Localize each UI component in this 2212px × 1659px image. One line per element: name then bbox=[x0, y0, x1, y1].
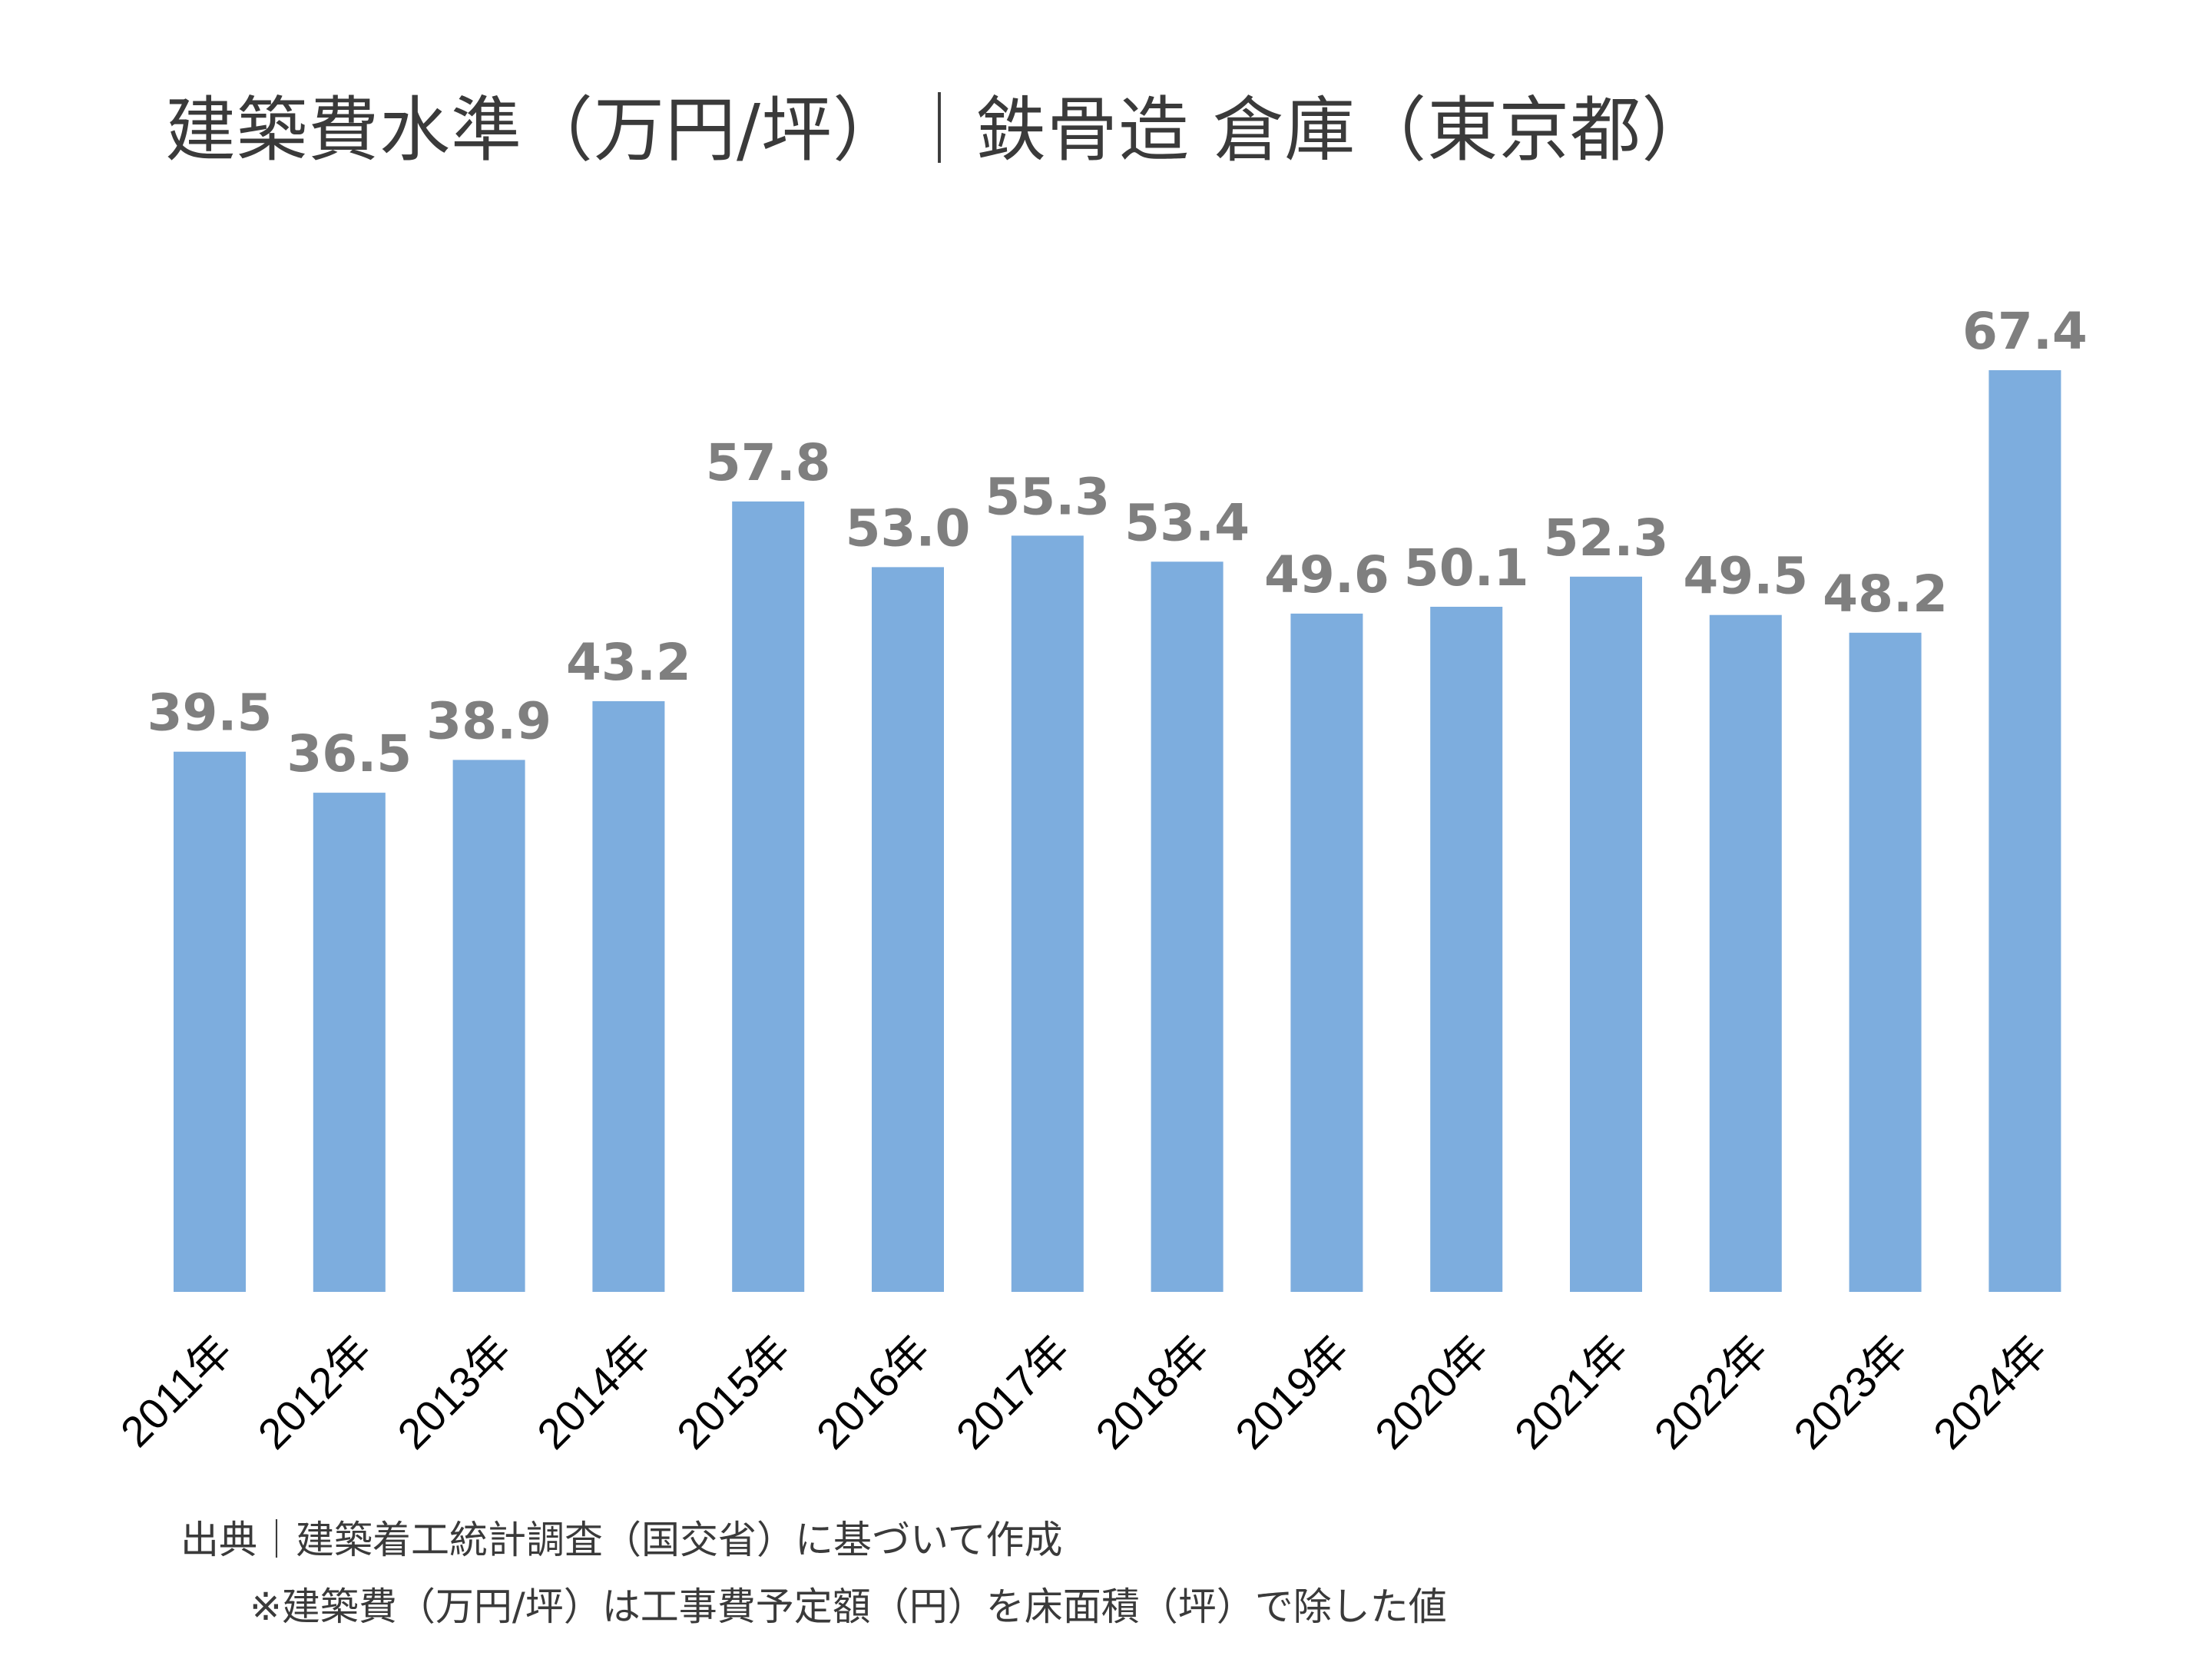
value-label: 50.1 bbox=[1404, 538, 1529, 598]
bar-2015年 bbox=[732, 501, 805, 1292]
value-label: 38.9 bbox=[426, 691, 551, 750]
x-tick-label: 2011年 bbox=[111, 1326, 241, 1455]
bar-2022年 bbox=[1709, 614, 1782, 1292]
x-tick-label: 2022年 bbox=[1645, 1326, 1777, 1458]
bar-2019年 bbox=[1290, 613, 1363, 1292]
bar-2023年 bbox=[1849, 632, 1922, 1292]
x-tick-label: 2021年 bbox=[1505, 1326, 1637, 1458]
value-label: 39.5 bbox=[147, 684, 273, 743]
value-label: 48.2 bbox=[1823, 565, 1948, 624]
chart-title: 建築費水準（万円/坪）｜鉄骨造 倉庫（東京都） bbox=[165, 89, 1714, 171]
bar-2017年 bbox=[1011, 535, 1084, 1292]
bar-2016年 bbox=[872, 567, 944, 1292]
value-label: 52.3 bbox=[1544, 508, 1669, 568]
bar-2011年 bbox=[174, 751, 246, 1292]
bar-2020年 bbox=[1430, 607, 1503, 1292]
x-tick-label: 2019年 bbox=[1226, 1326, 1358, 1458]
bar-2013年 bbox=[452, 760, 525, 1292]
value-label: 43.2 bbox=[566, 633, 691, 692]
bar-2018年 bbox=[1151, 561, 1224, 1292]
value-label: 49.6 bbox=[1264, 545, 1389, 604]
value-label: 67.4 bbox=[1962, 302, 2088, 361]
value-label: 36.5 bbox=[286, 724, 412, 783]
bar-2024年 bbox=[1988, 370, 2061, 1292]
x-tick-label: 2012年 bbox=[249, 1326, 381, 1458]
x-tick-label: 2020年 bbox=[1366, 1326, 1498, 1458]
value-label: 53.0 bbox=[846, 498, 971, 558]
x-tick-label: 2014年 bbox=[528, 1326, 660, 1458]
x-tick-label: 2024年 bbox=[1924, 1326, 2056, 1458]
x-tick-label: 2017年 bbox=[947, 1326, 1079, 1458]
value-label: 55.3 bbox=[985, 467, 1110, 526]
bar-2021年 bbox=[1570, 576, 1642, 1292]
x-tick-label: 2018年 bbox=[1086, 1326, 1218, 1458]
bar-2012年 bbox=[313, 793, 386, 1292]
bar-2014年 bbox=[592, 700, 665, 1292]
method-note: ※建築費（万円/坪）は工事費予定額（円）を床面積（坪）で除した値 bbox=[250, 1584, 1447, 1629]
value-label: 53.4 bbox=[1124, 493, 1250, 552]
x-tick-label: 2013年 bbox=[388, 1326, 520, 1458]
x-tick-label: 2015年 bbox=[667, 1326, 800, 1458]
x-tick-label: 2016年 bbox=[807, 1326, 939, 1458]
x-tick-label: 2023年 bbox=[1784, 1326, 1916, 1458]
value-label: 49.5 bbox=[1683, 547, 1808, 606]
value-label: 57.8 bbox=[706, 433, 831, 492]
source-note: 出典｜建築着工統計調査（国交省）に基づいて作成 bbox=[180, 1518, 1063, 1562]
